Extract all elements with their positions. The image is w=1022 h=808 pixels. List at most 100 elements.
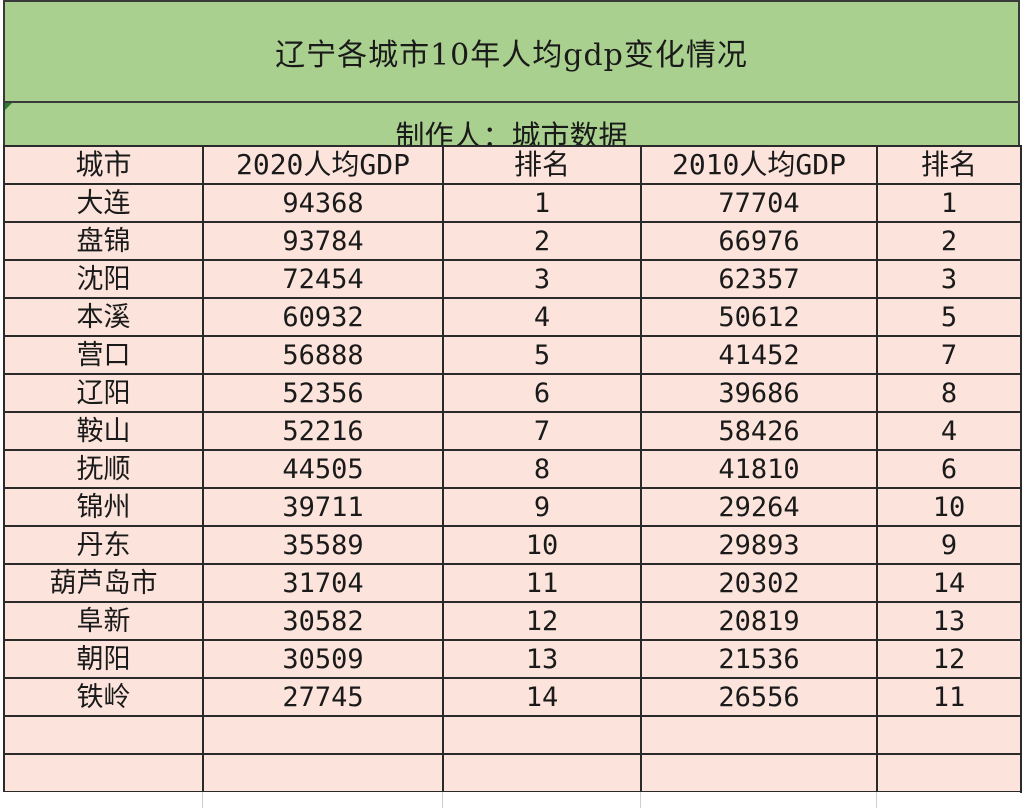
cell-gdp-2010[interactable]: 58426 — [640, 411, 878, 451]
cell-gdp-2010[interactable]: 66976 — [640, 221, 878, 261]
cell-city[interactable]: 鞍山 — [3, 411, 204, 451]
cell-rank-2010[interactable]: 3 — [876, 259, 1022, 299]
cell-gdp-2020[interactable]: 56888 — [202, 335, 444, 375]
cell-gdp-2020[interactable]: 39711 — [202, 487, 444, 527]
column-header-gdp-2010[interactable]: 2010人均GDP — [640, 145, 878, 185]
empty-cell[interactable] — [876, 753, 1022, 793]
cell-gdp-2020[interactable]: 52356 — [202, 373, 444, 413]
cell-city[interactable]: 葫芦岛市 — [3, 563, 204, 603]
subtitle-cell[interactable]: 制作人：城市数据 — [3, 103, 1020, 145]
cell-gdp-2010[interactable]: 26556 — [640, 677, 878, 717]
cell-comment-indicator-icon — [5, 103, 12, 110]
cell-rank-2020[interactable]: 4 — [442, 297, 642, 337]
cell-rank-2020[interactable]: 6 — [442, 373, 642, 413]
cell-gdp-2010[interactable]: 39686 — [640, 373, 878, 413]
cell-gdp-2010[interactable]: 77704 — [640, 183, 878, 223]
cell-city[interactable]: 盘锦 — [3, 221, 204, 261]
empty-cell[interactable] — [202, 715, 444, 755]
cell-rank-2020[interactable]: 14 — [442, 677, 642, 717]
cell-rank-2010[interactable]: 14 — [876, 563, 1022, 603]
empty-cell[interactable] — [3, 715, 204, 755]
cell-rank-2020[interactable]: 9 — [442, 487, 642, 527]
cell-rank-2010[interactable]: 9 — [876, 525, 1022, 565]
empty-cell[interactable] — [442, 753, 642, 793]
cell-gdp-2010[interactable]: 41452 — [640, 335, 878, 375]
cell-city[interactable]: 丹东 — [3, 525, 204, 565]
cell-rank-2010[interactable]: 7 — [876, 335, 1022, 375]
cell-gdp-2010[interactable]: 21536 — [640, 639, 878, 679]
cell-rank-2010[interactable]: 2 — [876, 221, 1022, 261]
cell-rank-2010[interactable]: 5 — [876, 297, 1022, 337]
cell-rank-2010[interactable]: 8 — [876, 373, 1022, 413]
table-body: 城市 2020人均GDP 排名 2010人均GDP 排名 大连 94368 1 777… — [3, 145, 1022, 793]
cell-rank-2020[interactable]: 1 — [442, 183, 642, 223]
cell-rank-2010[interactable]: 13 — [876, 601, 1022, 641]
table-row: 营口 56888 5 41452 7 — [3, 335, 1022, 375]
partial-row — [3, 792, 1020, 808]
cell-city[interactable]: 铁岭 — [3, 677, 204, 717]
cell-gdp-2010[interactable]: 29893 — [640, 525, 878, 565]
cell-gdp-2020[interactable]: 30509 — [202, 639, 444, 679]
cell-city[interactable]: 辽阳 — [3, 373, 204, 413]
cell-rank-2020[interactable]: 13 — [442, 639, 642, 679]
table-row: 沈阳 72454 3 62357 3 — [3, 259, 1022, 299]
cell-gdp-2020[interactable]: 52216 — [202, 411, 444, 451]
cell-rank-2010[interactable]: 6 — [876, 449, 1022, 489]
cell-city[interactable]: 沈阳 — [3, 259, 204, 299]
author-label: 制作人：城市数据 — [395, 119, 628, 146]
cell-gdp-2020[interactable]: 72454 — [202, 259, 444, 299]
cell-gdp-2010[interactable]: 50612 — [640, 297, 878, 337]
cell-gdp-2020[interactable]: 44505 — [202, 449, 444, 489]
cell-city[interactable]: 阜新 — [3, 601, 204, 641]
cell-rank-2020[interactable]: 7 — [442, 411, 642, 451]
cell-city[interactable]: 锦州 — [3, 487, 204, 527]
cell-gdp-2020[interactable]: 93784 — [202, 221, 444, 261]
cell-rank-2010[interactable]: 1 — [876, 183, 1022, 223]
empty-cell[interactable] — [876, 715, 1022, 755]
cell-gdp-2010[interactable]: 41810 — [640, 449, 878, 489]
cell-gdp-2020[interactable]: 31704 — [202, 563, 444, 603]
empty-cell[interactable] — [202, 753, 444, 793]
cell-gdp-2020[interactable]: 35589 — [202, 525, 444, 565]
column-header-rank-2010[interactable]: 排名 — [876, 145, 1022, 185]
column-header-rank-2020[interactable]: 排名 — [442, 145, 642, 185]
cell-city[interactable]: 大连 — [3, 183, 204, 223]
table-row: 朝阳 30509 13 21536 12 — [3, 639, 1022, 679]
cell-gdp-2010[interactable]: 20819 — [640, 601, 878, 641]
cell-gdp-2020[interactable]: 94368 — [202, 183, 444, 223]
column-header-city[interactable]: 城市 — [3, 145, 204, 185]
empty-cell[interactable] — [640, 753, 878, 793]
cell-rank-2020[interactable]: 2 — [442, 221, 642, 261]
cell-rank-2020[interactable]: 5 — [442, 335, 642, 375]
gridline — [640, 792, 641, 808]
cell-city[interactable]: 本溪 — [3, 297, 204, 337]
cell-rank-2010[interactable]: 11 — [876, 677, 1022, 717]
cell-rank-2020[interactable]: 10 — [442, 525, 642, 565]
cell-rank-2010[interactable]: 12 — [876, 639, 1022, 679]
cell-city[interactable]: 抚顺 — [3, 449, 204, 489]
cell-gdp-2010[interactable]: 20302 — [640, 563, 878, 603]
cell-gdp-2010[interactable]: 29264 — [640, 487, 878, 527]
table-row: 锦州 39711 9 29264 10 — [3, 487, 1022, 527]
cell-rank-2020[interactable]: 12 — [442, 601, 642, 641]
cell-gdp-2020[interactable]: 60932 — [202, 297, 444, 337]
title-cell[interactable]: 辽宁各城市10年人均gdp变化情况 — [3, 0, 1020, 103]
empty-row — [3, 715, 1022, 755]
cell-gdp-2020[interactable]: 30582 — [202, 601, 444, 641]
cell-rank-2020[interactable]: 3 — [442, 259, 642, 299]
table-row: 铁岭 27745 14 26556 11 — [3, 677, 1022, 717]
cell-rank-2010[interactable]: 10 — [876, 487, 1022, 527]
empty-cell[interactable] — [3, 753, 204, 793]
cell-rank-2020[interactable]: 8 — [442, 449, 642, 489]
cell-city[interactable]: 营口 — [3, 335, 204, 375]
gdp-table: 城市 2020人均GDP 排名 2010人均GDP 排名 大连 94368 1 777… — [3, 145, 1022, 793]
cell-city[interactable]: 朝阳 — [3, 639, 204, 679]
empty-cell[interactable] — [640, 715, 878, 755]
table-row: 本溪 60932 4 50612 5 — [3, 297, 1022, 337]
cell-gdp-2010[interactable]: 62357 — [640, 259, 878, 299]
cell-rank-2020[interactable]: 11 — [442, 563, 642, 603]
cell-rank-2010[interactable]: 4 — [876, 411, 1022, 451]
empty-cell[interactable] — [442, 715, 642, 755]
cell-gdp-2020[interactable]: 27745 — [202, 677, 444, 717]
column-header-gdp-2020[interactable]: 2020人均GDP — [202, 145, 444, 185]
